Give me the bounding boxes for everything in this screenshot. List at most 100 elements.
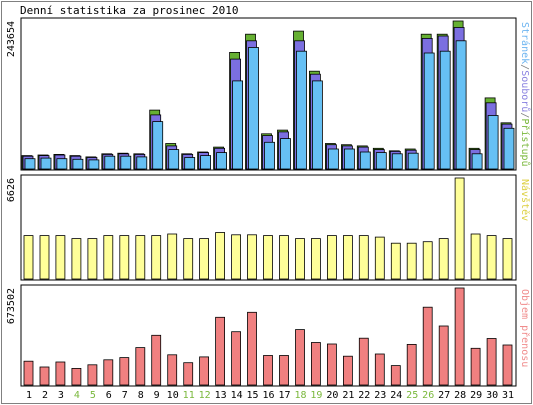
bar: [103, 235, 114, 280]
side-label-part: Objem přenosu: [519, 289, 531, 367]
day-label: 25: [406, 390, 418, 401]
bar: [120, 155, 132, 170]
bar: [135, 235, 146, 280]
bar: [406, 242, 417, 280]
bar: [151, 235, 162, 280]
bar: [151, 334, 162, 386]
day-label: 7: [122, 390, 128, 401]
bar: [423, 52, 435, 170]
day-label: 3: [58, 390, 64, 401]
bar: [183, 238, 194, 280]
bar: [422, 241, 433, 280]
y-max-label: 673502: [6, 288, 17, 324]
bar: [168, 149, 180, 170]
day-label: 10: [167, 390, 179, 401]
bar: [119, 235, 130, 280]
day-label: 9: [154, 390, 160, 401]
day-label: 22: [358, 390, 370, 401]
bar: [24, 158, 36, 170]
bar: [327, 148, 339, 170]
bar: [200, 155, 212, 170]
bar: [310, 238, 321, 280]
bar: [502, 344, 513, 386]
day-label: 4: [74, 390, 80, 401]
bar: [487, 115, 499, 170]
bar: [248, 47, 259, 170]
day-label: 15: [246, 390, 258, 401]
bar: [407, 152, 419, 170]
bar: [391, 153, 403, 170]
bar: [470, 233, 481, 280]
bar: [72, 158, 84, 170]
side-label-part: Přístupů: [519, 118, 531, 166]
panel-side-label: Stránek/Souborů/Přístupů: [519, 22, 531, 167]
day-label: 28: [454, 390, 466, 401]
bar: [87, 364, 98, 386]
bar: [183, 362, 194, 386]
chart-title: Denní statistika za prosinec 2010: [20, 4, 239, 17]
day-label: 30: [486, 390, 498, 401]
bar: [215, 316, 226, 386]
bar: [326, 235, 337, 280]
day-label: 1: [26, 390, 32, 401]
bar: [343, 148, 355, 170]
bar: [390, 242, 401, 280]
bar: [23, 360, 34, 386]
bar: [358, 235, 369, 280]
bar: [199, 356, 210, 386]
day-label: 13: [215, 390, 227, 401]
bar: [119, 357, 130, 386]
bar: [184, 157, 196, 170]
bar: [264, 141, 275, 170]
bar: [71, 367, 82, 386]
side-label-part: Stránek: [519, 22, 531, 64]
bar: [55, 361, 66, 386]
day-label: 21: [342, 390, 354, 401]
day-label: 2: [42, 390, 48, 401]
bar: [56, 158, 68, 170]
bar: [247, 311, 257, 386]
bar: [342, 355, 353, 386]
bar: [136, 156, 148, 170]
series-Stránek: [24, 40, 515, 170]
panel-visits: 6626 Návštěv: [6, 174, 531, 281]
bar: [359, 151, 371, 170]
bar: [263, 235, 273, 280]
day-label: 14: [231, 390, 243, 401]
bar: [470, 347, 481, 386]
bar: [23, 235, 34, 280]
bar: [310, 342, 321, 386]
bar: [454, 287, 465, 386]
bar: [167, 354, 178, 386]
day-label: 6: [106, 390, 112, 401]
day-label: 24: [390, 390, 402, 401]
bar: [503, 127, 515, 170]
bar: [295, 329, 305, 386]
bar: [104, 155, 116, 170]
bar: [39, 235, 50, 280]
bar: [103, 359, 114, 386]
bar: [438, 238, 449, 280]
day-label: 12: [199, 390, 211, 401]
series-Návštěv: [23, 177, 513, 280]
day-label: 26: [422, 390, 434, 401]
side-label-part: /: [519, 112, 530, 118]
bar: [55, 235, 66, 280]
day-label: 18: [294, 390, 306, 401]
series-Objem přenosu: [23, 287, 513, 386]
bar: [152, 121, 164, 170]
day-label: 17: [278, 390, 290, 401]
panel-side-label: Návštěv: [519, 179, 531, 221]
bar: [71, 238, 82, 280]
day-label: 5: [90, 390, 96, 401]
bar: [296, 50, 307, 170]
y-max-label: 243654: [6, 21, 17, 57]
day-label: 20: [326, 390, 338, 401]
bar: [280, 138, 291, 170]
bar: [247, 234, 257, 280]
bar: [167, 233, 178, 280]
day-label: 23: [374, 390, 386, 401]
